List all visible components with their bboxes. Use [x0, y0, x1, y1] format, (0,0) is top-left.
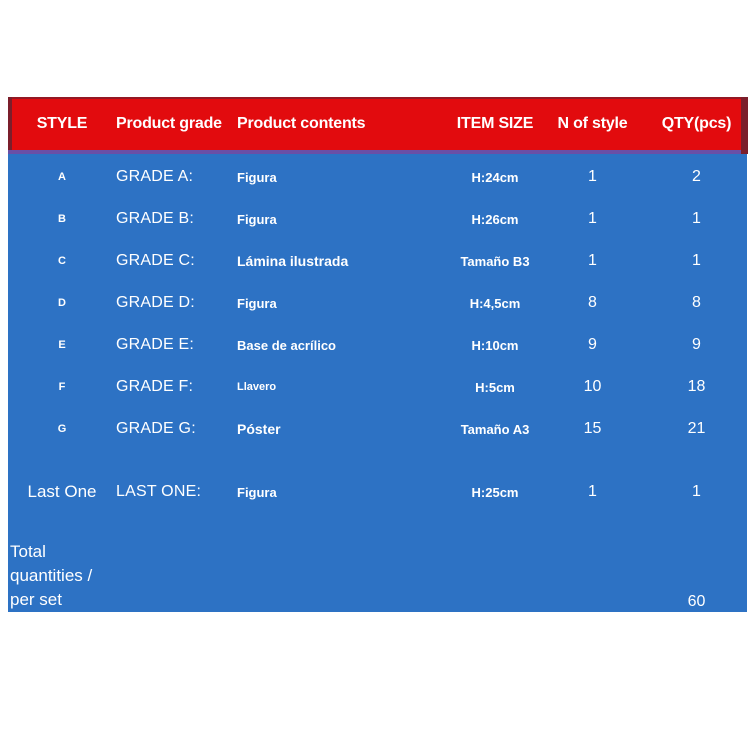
- header-border-top: [8, 97, 748, 99]
- cell-n-of-style: 1: [588, 483, 597, 500]
- cell-item-size: H:24cm: [471, 169, 519, 185]
- cell-style: E: [58, 339, 66, 351]
- table-row: G GRADE G: Póster Tamaño A3 15 21: [8, 408, 747, 450]
- cell-qty: 1: [692, 252, 701, 269]
- table-row: A GRADE A: Figura H:24cm 1 2: [8, 156, 747, 198]
- cell-product-contents: Figura: [237, 484, 277, 500]
- table-row: C GRADE C: Lámina ilustrada Tamaño B3 1 …: [8, 240, 747, 282]
- column-header-qty: QTY(pcs): [661, 114, 732, 132]
- cell-product-contents: Figura: [237, 169, 277, 185]
- cell-style: C: [58, 255, 66, 267]
- cell-qty: 8: [692, 294, 701, 311]
- cell-item-size: H:26cm: [471, 211, 519, 227]
- cell-product-grade: GRADE E:: [116, 336, 195, 353]
- cell-product-contents: Figura: [237, 211, 277, 227]
- table-header-row: STYLE Product grade Product contents ITE…: [8, 97, 748, 150]
- column-header-style: STYLE: [36, 114, 88, 132]
- table-body: A GRADE A: Figura H:24cm 1 2 B GRADE B: …: [8, 154, 747, 612]
- cell-n-of-style: 1: [588, 168, 597, 185]
- cell-qty: 18: [687, 378, 706, 395]
- cell-product-grade: GRADE D:: [116, 294, 195, 311]
- cell-qty: 21: [687, 420, 706, 437]
- cell-product-grade: GRADE A:: [116, 168, 194, 185]
- cell-product-contents: Llavero: [237, 381, 277, 393]
- cell-style: G: [57, 423, 67, 435]
- cell-qty: 9: [692, 336, 701, 353]
- cell-item-size: Tamaño B3: [460, 253, 530, 269]
- cell-product-grade: GRADE G:: [116, 420, 196, 437]
- table-row: D GRADE D: Figura H:4,5cm 8 8: [8, 282, 747, 324]
- cell-style: B: [58, 213, 66, 225]
- column-header-item-size: ITEM SIZE: [456, 114, 534, 132]
- cell-item-size: H:4,5cm: [469, 295, 521, 311]
- cell-item-size: H:25cm: [471, 484, 519, 500]
- cell-n-of-style: 1: [588, 210, 597, 227]
- total-quantity-value: 60: [687, 593, 706, 610]
- table-rows: A GRADE A: Figura H:24cm 1 2 B GRADE B: …: [8, 156, 747, 513]
- cell-style: A: [58, 171, 66, 183]
- table-row: F GRADE F: Llavero H:5cm 10 18: [8, 366, 747, 408]
- cell-n-of-style: 15: [583, 420, 602, 437]
- table-header: STYLE Product grade Product contents ITE…: [8, 97, 748, 154]
- cell-product-grade: GRADE C:: [116, 252, 195, 269]
- cell-item-size: Tamaño A3: [460, 421, 530, 437]
- column-header-product-grade: Product grade: [116, 114, 222, 132]
- cell-n-of-style: 1: [588, 252, 597, 269]
- table-row: Last One LAST ONE: Figura H:25cm 1 1: [8, 471, 747, 513]
- column-header-product-contents: Product contents: [237, 114, 366, 132]
- cell-n-of-style: 8: [588, 294, 597, 311]
- cell-n-of-style: 9: [588, 336, 597, 353]
- total-row: Total quantities / per set 60: [8, 540, 747, 612]
- cell-product-contents: Base de acrílico: [237, 337, 336, 353]
- total-label-line2: quantities /: [10, 566, 93, 585]
- cell-product-contents: Póster: [237, 421, 281, 437]
- table-row: B GRADE B: Figura H:26cm 1 1: [8, 198, 747, 240]
- header-border-left: [8, 97, 12, 150]
- cell-style: Last One: [27, 482, 97, 501]
- cell-product-contents: Lámina ilustrada: [237, 253, 349, 269]
- header-border-right: [741, 97, 748, 154]
- cell-item-size: H:5cm: [475, 379, 515, 395]
- cell-product-grade: LAST ONE:: [116, 483, 202, 500]
- cell-item-size: H:10cm: [471, 337, 519, 353]
- total-label-line3: per set: [10, 590, 62, 609]
- cell-product-contents: Figura: [237, 295, 277, 311]
- product-table: STYLE Product grade Product contents ITE…: [8, 97, 748, 612]
- cell-qty: 1: [692, 210, 701, 227]
- cell-n-of-style: 10: [583, 378, 602, 395]
- total-label-line1: Total: [10, 542, 46, 561]
- header-separator-line: [8, 150, 748, 154]
- column-header-n-of-style: N of style: [557, 114, 628, 132]
- cell-product-grade: GRADE F:: [116, 378, 194, 395]
- total-label: Total quantities / per set: [10, 540, 92, 612]
- cell-qty: 1: [692, 483, 701, 500]
- cell-product-grade: GRADE B:: [116, 210, 195, 227]
- cell-style: D: [58, 297, 66, 309]
- cell-style: F: [58, 381, 66, 393]
- cell-qty: 2: [692, 168, 701, 185]
- table-row: E GRADE E: Base de acrílico H:10cm 9 9: [8, 324, 747, 366]
